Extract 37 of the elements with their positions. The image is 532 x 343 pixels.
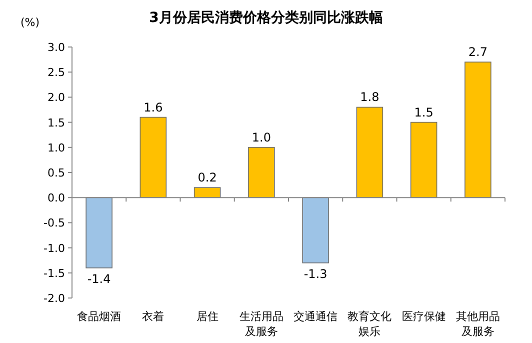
y-tick-label: 1.0 xyxy=(48,141,65,154)
data-label: -1.4 xyxy=(87,272,111,286)
x-tick-label: 教育文化娱乐 xyxy=(348,310,392,338)
data-label: 1.8 xyxy=(360,90,380,104)
data-label: 1.5 xyxy=(414,105,434,120)
data-label: -1.3 xyxy=(304,266,328,281)
y-tick-label: 0.0 xyxy=(48,192,65,205)
y-tick-label: -2.0 xyxy=(44,292,65,305)
y-axis-title: (%) xyxy=(20,16,40,29)
y-tick-label: -1.0 xyxy=(44,242,65,255)
bar xyxy=(464,62,492,198)
x-tick-label: 其他用品及服务 xyxy=(456,310,500,338)
bar xyxy=(140,116,167,198)
x-tick-label: 居住 xyxy=(196,310,218,323)
x-tick-label: 食品烟酒 xyxy=(77,310,122,323)
bar xyxy=(410,122,438,198)
y-tick-label: 2.5 xyxy=(48,66,65,80)
bar xyxy=(86,197,112,268)
data-label: 0.2 xyxy=(198,170,217,185)
y-tick-label: 2.0 xyxy=(48,91,65,104)
y-tick-label: 0.5 xyxy=(48,166,65,180)
y-tick-label: 1.5 xyxy=(48,116,65,130)
x-tick-label: 生活用品及服务 xyxy=(239,310,284,338)
bar xyxy=(356,106,384,198)
y-tick-label: -1.5 xyxy=(44,266,65,280)
data-label: 1.6 xyxy=(144,100,163,114)
y-tick-label: -0.5 xyxy=(44,216,65,230)
x-tick-label: 医疗保健 xyxy=(402,310,446,323)
x-tick-label: 衣着 xyxy=(142,310,164,323)
data-label: 2.7 xyxy=(468,45,488,60)
chart-title: 3月份居民消费价格分类别同比涨跌幅 xyxy=(149,10,383,26)
data-label: 1.0 xyxy=(252,130,271,144)
bar xyxy=(302,197,329,264)
bar xyxy=(248,147,275,198)
x-tick-label: 交通通信 xyxy=(294,310,338,323)
y-tick-label: 3.0 xyxy=(48,41,65,54)
bar xyxy=(194,187,221,198)
